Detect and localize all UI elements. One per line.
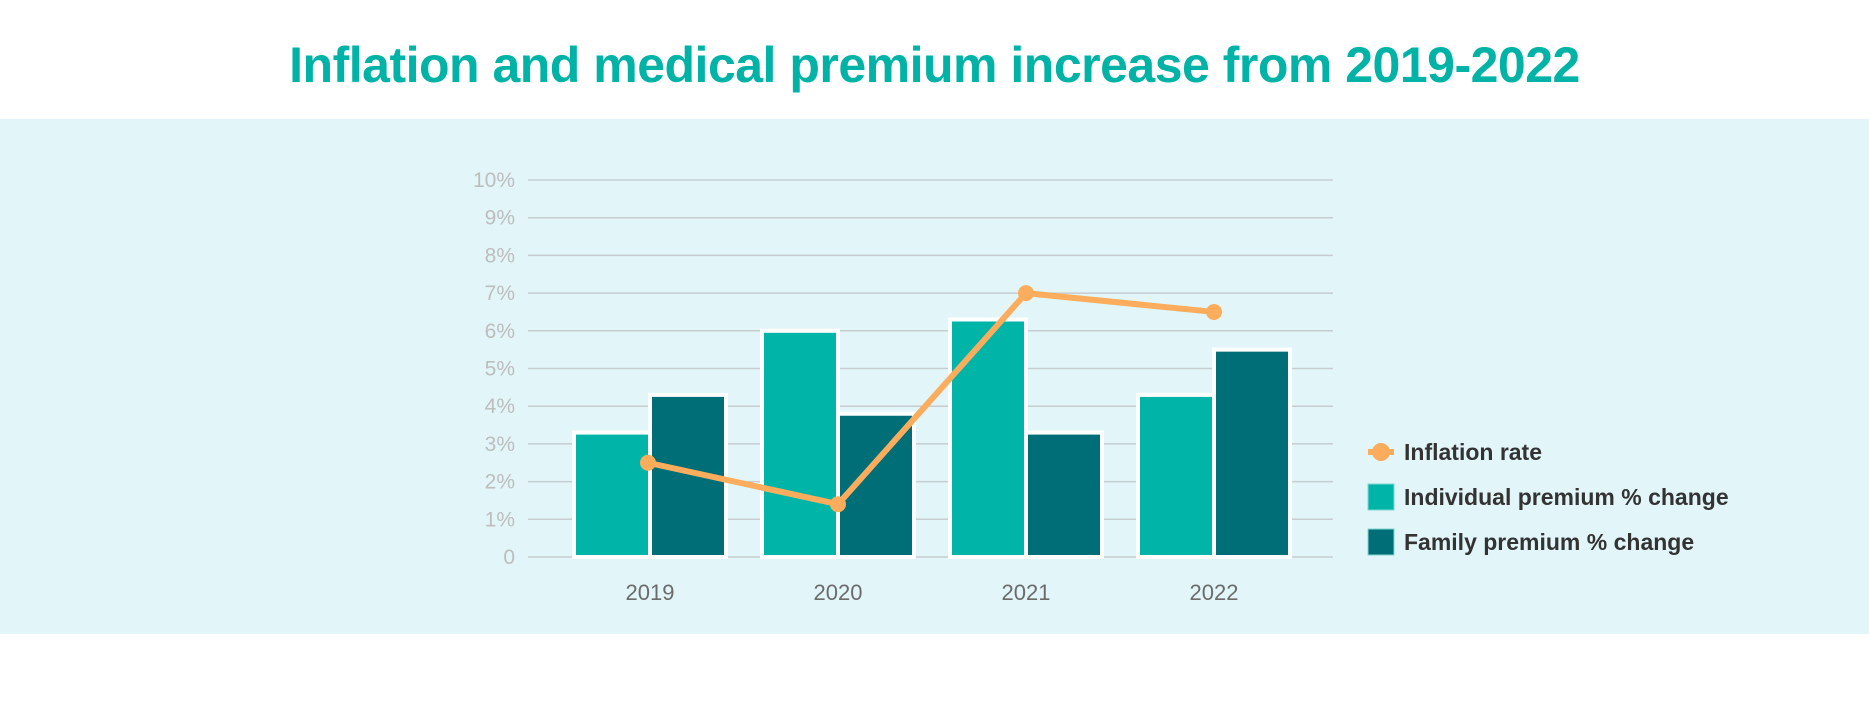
y-tick-label: 9% <box>485 207 515 230</box>
legend-label: Family premium % change <box>1404 529 1694 555</box>
y-tick-label: 0 <box>503 546 515 569</box>
legend-swatch-icon <box>1367 483 1395 511</box>
y-tick-label: 4% <box>485 395 515 418</box>
bar-individual-premium-change-2020 <box>760 328 840 559</box>
y-tick-label: 3% <box>485 433 515 456</box>
bar-family-premium-change-2021 <box>1024 430 1104 559</box>
legend-marker-icon <box>1372 443 1390 461</box>
bar-family-premium-change-2022 <box>1212 347 1292 559</box>
legend-swatch-icon <box>1367 528 1395 556</box>
x-tick-label: 2021 <box>1002 580 1051 605</box>
x-tick-label: 2019 <box>626 580 675 605</box>
inflation-point-2020 <box>830 496 846 513</box>
legend-item: Inflation rate <box>1368 439 1542 465</box>
chart-title: Inflation and medical premium increase f… <box>289 37 1580 93</box>
legend-item: Family premium % change <box>1367 528 1694 556</box>
y-tick-label: 8% <box>485 244 515 267</box>
legend-item: Individual premium % change <box>1367 483 1729 511</box>
bar-individual-premium-change-2021 <box>948 317 1028 559</box>
inflation-point-2019 <box>640 454 656 471</box>
legend-label: Individual premium % change <box>1404 484 1729 510</box>
inflation-point-2022 <box>1206 303 1222 320</box>
x-tick-label: 2020 <box>814 580 863 605</box>
y-tick-label: 1% <box>485 508 515 531</box>
bar-individual-premium-change-2022 <box>1136 392 1216 560</box>
y-tick-label: 6% <box>485 320 515 343</box>
inflation-line <box>647 290 1215 508</box>
bar-family-premium-change-2020 <box>836 411 916 559</box>
y-tick-label: 2% <box>485 471 515 494</box>
y-tick-label: 7% <box>485 282 515 305</box>
bar-individual-premium-change-2019 <box>572 430 652 559</box>
legend-label: Inflation rate <box>1404 439 1542 465</box>
inflation-point-2021 <box>1018 285 1034 302</box>
y-tick-label: 5% <box>485 358 515 381</box>
y-tick-label: 10% <box>473 169 515 192</box>
x-tick-label: 2022 <box>1190 580 1239 605</box>
chart-background <box>0 119 1869 634</box>
